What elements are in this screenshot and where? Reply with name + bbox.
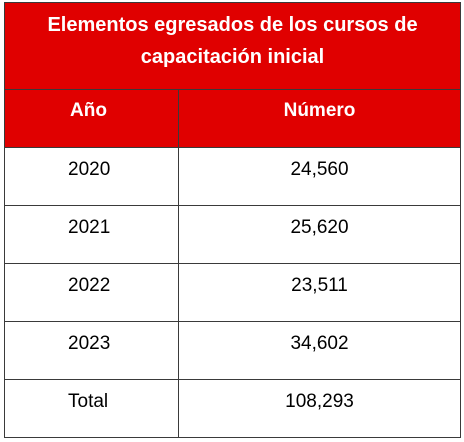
cell-year: 2023 [4,321,179,380]
cell-total-number: 108,293 [177,379,462,438]
cell-number: 25,620 [177,205,462,264]
cell-number: 24,560 [177,147,462,206]
cell-number: 23,511 [177,263,462,322]
table-title: Elementos egresados de los cursos de cap… [3,2,462,90]
cell-number: 34,602 [177,321,462,380]
cell-total-label: Total [4,379,179,438]
header-year: Año [4,89,179,148]
header-row: Año Número [4,89,462,148]
table-row: 2020 24,560 [4,147,462,206]
title-row: Elementos egresados de los cursos de cap… [3,2,462,90]
cell-year: 2020 [4,147,179,206]
table-row: 2021 25,620 [4,205,462,264]
graduates-table: Elementos egresados de los cursos de cap… [3,2,462,438]
data-table-container: Elementos egresados de los cursos de cap… [3,2,462,438]
table-row: 2022 23,511 [4,263,462,322]
cell-year: 2022 [4,263,179,322]
cell-year: 2021 [4,205,179,264]
header-number: Número [177,89,462,148]
table-row: 2023 34,602 [4,321,462,380]
total-row: Total 108,293 [4,379,462,438]
